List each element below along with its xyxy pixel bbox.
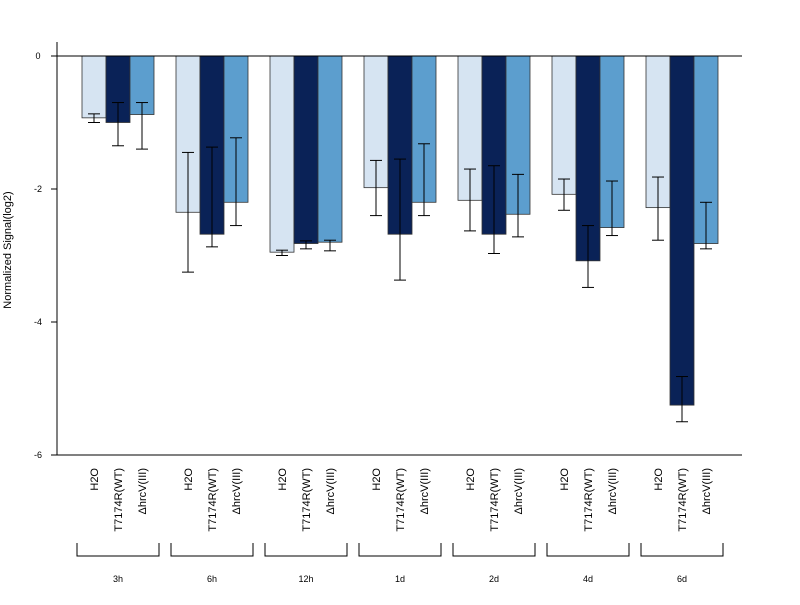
- bar-label: T7174R(WT): [301, 468, 313, 532]
- group-bracket: [358, 543, 442, 557]
- bar-label: T7174R(WT): [395, 468, 407, 532]
- bar-label: H2O: [183, 468, 195, 491]
- bar-label: T7174R(WT): [207, 468, 219, 532]
- bar-label: ΔhrcV(III): [513, 468, 525, 514]
- y-tick-label: 0: [35, 51, 40, 61]
- group-label: 6h: [207, 574, 217, 584]
- group-label: 6d: [677, 574, 687, 584]
- bar-label: T7174R(WT): [583, 468, 595, 532]
- bar-label: T7174R(WT): [113, 468, 125, 532]
- bar-label: T7174R(WT): [489, 468, 501, 532]
- bar-label: ΔhrcV(III): [231, 468, 243, 514]
- bar-label: ΔhrcV(III): [325, 468, 337, 514]
- bar: [551, 55, 577, 195]
- group-bracket: [264, 543, 348, 557]
- bar-label: H2O: [89, 468, 101, 491]
- bar-label: H2O: [559, 468, 571, 491]
- bar-label: T7174R(WT): [677, 468, 689, 532]
- y-tick-label: -4: [34, 317, 42, 327]
- bar-label: ΔhrcV(III): [701, 468, 713, 514]
- y-tick-label: -6: [34, 450, 42, 460]
- bar: [669, 55, 695, 406]
- bar-label: ΔhrcV(III): [419, 468, 431, 514]
- group-bracket: [76, 543, 160, 557]
- group-label: 2d: [489, 574, 499, 584]
- group-bracket: [640, 543, 724, 557]
- bar-label: H2O: [653, 468, 665, 491]
- y-axis-label: Normalized Signal(log2): [2, 191, 14, 308]
- y-tick-label: -2: [34, 184, 42, 194]
- bar: [81, 55, 107, 119]
- bar: [317, 55, 343, 243]
- bar-label: ΔhrcV(III): [607, 468, 619, 514]
- group-label: 1d: [395, 574, 405, 584]
- bar: [293, 55, 319, 244]
- group-bracket: [452, 543, 536, 557]
- group-bracket: [546, 543, 630, 557]
- group-label: 4d: [583, 574, 593, 584]
- bar: [269, 55, 295, 253]
- group-label: 3h: [113, 574, 123, 584]
- bar-label: ΔhrcV(III): [137, 468, 149, 514]
- group-label: 12h: [298, 574, 313, 584]
- bar-label: H2O: [371, 468, 383, 491]
- group-bracket: [170, 543, 254, 557]
- bar-label: H2O: [277, 468, 289, 491]
- bar-label: H2O: [465, 468, 477, 491]
